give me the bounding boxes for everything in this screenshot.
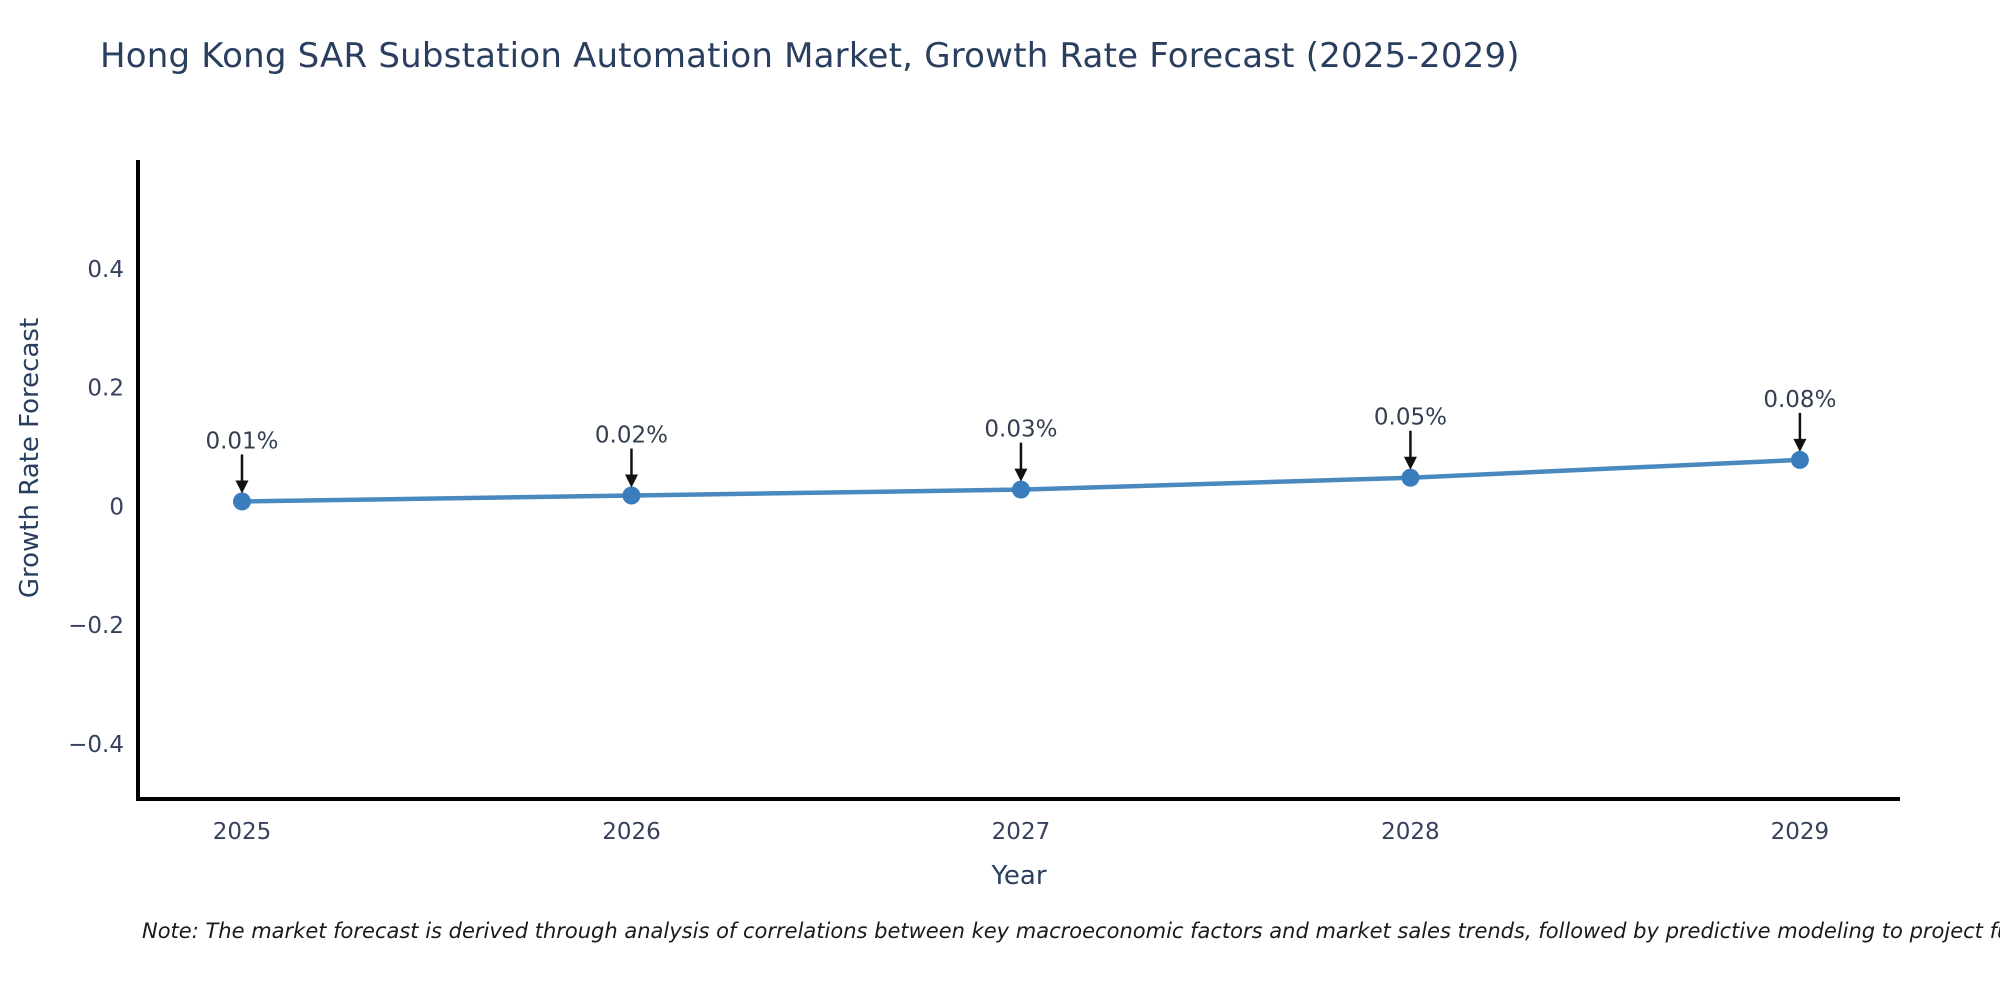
- annotation-arrowhead: [1403, 456, 1417, 470]
- y-tick-label: −0.2: [68, 613, 124, 639]
- x-tick-label: 2025: [213, 819, 272, 845]
- point-annotation: 0.05%: [1374, 405, 1447, 431]
- point-annotation: 0.08%: [1763, 387, 1836, 413]
- point-annotation: 0.03%: [984, 417, 1057, 443]
- annotation-arrowhead: [1014, 468, 1028, 482]
- x-tick-label: 2026: [602, 819, 661, 845]
- data-point: [1790, 450, 1809, 469]
- y-tick-label: 0: [109, 494, 124, 520]
- annotation-arrowhead: [1793, 438, 1807, 452]
- y-tick-label: −0.4: [68, 732, 124, 758]
- x-axis-title: Year: [991, 861, 1047, 891]
- x-tick-label: 2028: [1381, 819, 1440, 845]
- data-point: [622, 486, 641, 505]
- y-tick-label: 0.4: [87, 257, 124, 283]
- point-annotation: 0.01%: [205, 428, 278, 454]
- data-point: [1011, 480, 1030, 499]
- y-tick-label: 0.2: [87, 376, 124, 402]
- chart-title: Hong Kong SAR Substation Automation Mark…: [100, 36, 1520, 76]
- point-annotation: 0.02%: [595, 423, 668, 449]
- annotation-arrowhead: [624, 474, 638, 488]
- data-point: [1401, 468, 1420, 487]
- data-point: [232, 492, 251, 511]
- footnote: Note: The market forecast is derived thr…: [142, 919, 2000, 943]
- x-tick-label: 2029: [1771, 819, 1830, 845]
- x-tick-label: 2027: [992, 819, 1051, 845]
- annotation-arrowhead: [235, 480, 249, 494]
